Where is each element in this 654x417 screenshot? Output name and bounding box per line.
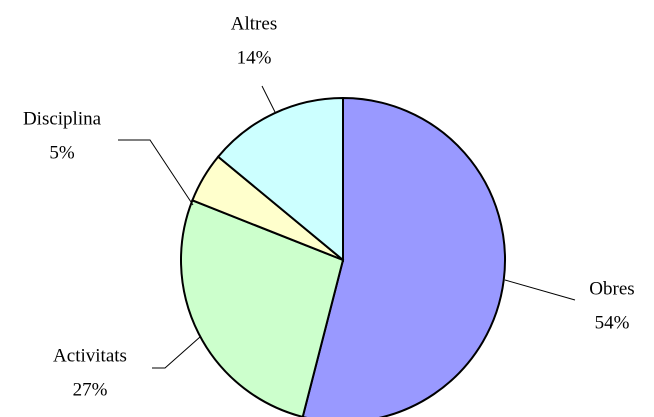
pie-slice [216, 96, 344, 263]
slice-label: Disciplina [23, 108, 102, 129]
leader-line [504, 279, 576, 301]
pie-slice [180, 199, 345, 417]
slice-value: 54% [595, 312, 630, 333]
slice-value: 14% [237, 47, 272, 68]
pie-slice [301, 96, 506, 417]
slice-value: 27% [73, 379, 108, 400]
slice-label: Obres [589, 278, 634, 299]
slice-label: Altres [231, 13, 277, 34]
slice-value: 5% [49, 142, 75, 163]
leader-line [118, 139, 194, 206]
leader-line [261, 85, 276, 113]
leader-line [152, 336, 201, 369]
slice-label: Activitats [53, 345, 127, 366]
